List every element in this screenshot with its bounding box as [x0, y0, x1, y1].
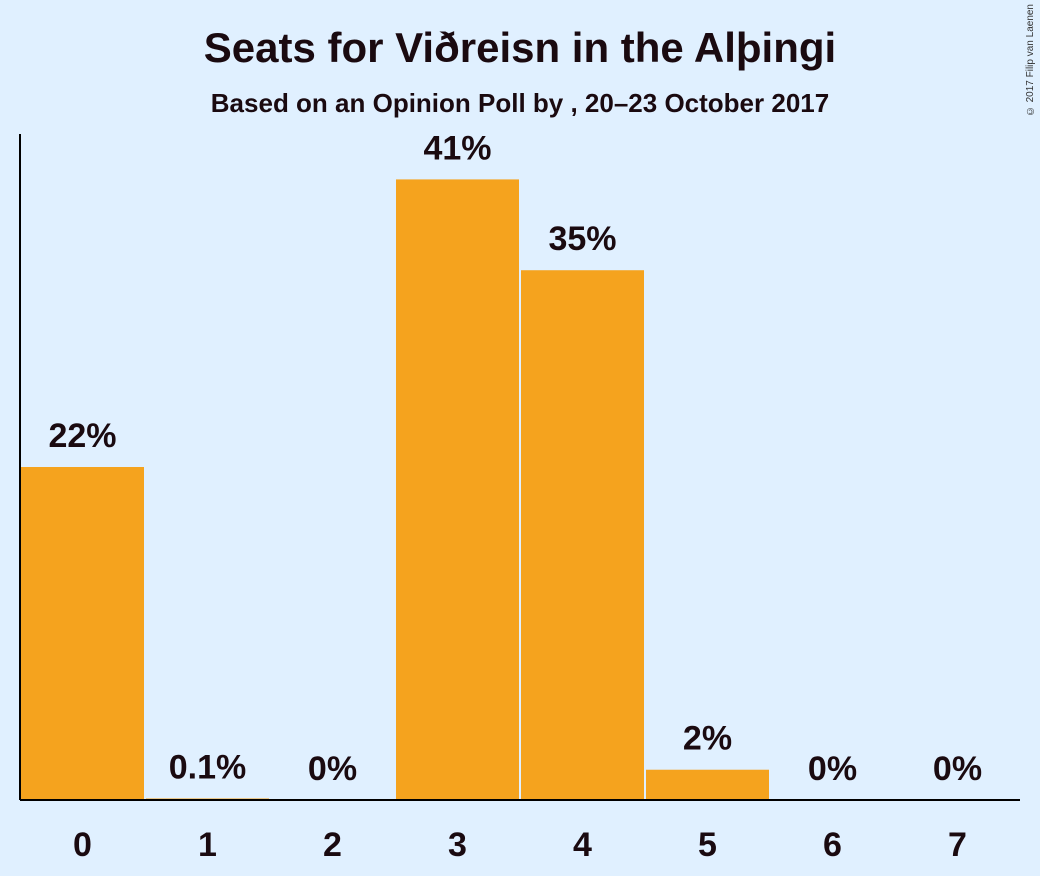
- bar-value-label-0: 22%: [48, 417, 116, 455]
- bar-value-label-5: 2%: [683, 720, 732, 758]
- bar-3: [396, 179, 519, 801]
- bar-value-label-4: 35%: [548, 220, 616, 258]
- x-tick-label-0: 0: [73, 826, 92, 864]
- bar-value-label-1: 0.1%: [169, 748, 247, 786]
- bar-4: [521, 270, 644, 800]
- bar-value-label-2: 0%: [308, 750, 357, 788]
- x-tick-label-4: 4: [573, 826, 592, 864]
- chart-title: Seats for Viðreisn in the Alþingi: [203, 24, 837, 71]
- x-tick-label-6: 6: [823, 826, 842, 864]
- x-tick-label-2: 2: [323, 826, 342, 864]
- bar-value-label-6: 0%: [808, 750, 857, 788]
- x-tick-label-3: 3: [448, 826, 467, 864]
- x-tick-label-5: 5: [698, 826, 717, 864]
- bar-value-label-7: 0%: [933, 750, 982, 788]
- x-tick-label-1: 1: [198, 826, 217, 864]
- bar-value-label-3: 41%: [423, 129, 491, 167]
- bar-5: [646, 769, 769, 800]
- x-tick-label-7: 7: [948, 826, 967, 864]
- chart-subtitle: Based on an Opinion Poll by , 20–23 Octo…: [210, 88, 830, 118]
- bar-0: [21, 467, 144, 800]
